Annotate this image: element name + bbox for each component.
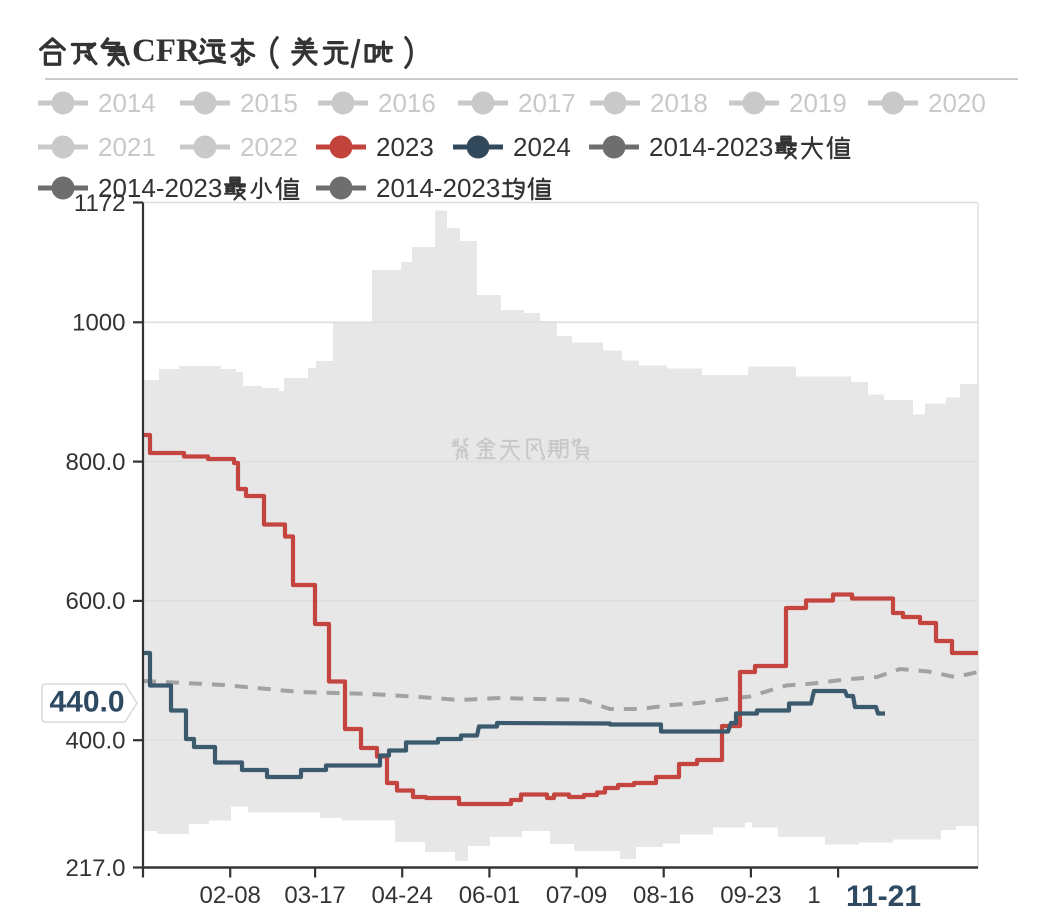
svg-text:06-01: 06-01	[459, 882, 520, 909]
svg-text:800.0: 800.0	[65, 449, 125, 476]
svg-text:2017: 2017	[518, 88, 576, 118]
svg-text:07-09: 07-09	[546, 882, 607, 909]
svg-text:2014: 2014	[98, 88, 156, 118]
svg-text:2020: 2020	[928, 88, 986, 118]
svg-text:08-16: 08-16	[633, 882, 694, 909]
svg-text:2023: 2023	[376, 132, 434, 162]
svg-text:11-21: 11-21	[846, 880, 921, 913]
svg-text:1172: 1172	[74, 190, 126, 217]
svg-text:2022: 2022	[240, 132, 298, 162]
svg-text:2015: 2015	[240, 88, 298, 118]
svg-text:1000: 1000	[72, 310, 125, 337]
svg-text:217.0: 217.0	[65, 855, 125, 882]
svg-text:2021: 2021	[98, 132, 156, 162]
svg-text:04-24: 04-24	[372, 882, 433, 909]
svg-text:2014-2023: 2014-2023	[98, 173, 222, 203]
svg-text:2016: 2016	[378, 88, 436, 118]
svg-text:09-23: 09-23	[720, 882, 781, 909]
svg-text:2024: 2024	[513, 132, 571, 162]
svg-text:2014-2023: 2014-2023	[376, 173, 500, 203]
svg-text:02-08: 02-08	[200, 882, 261, 909]
svg-text:2014-2023: 2014-2023	[649, 132, 773, 162]
svg-text:2019: 2019	[789, 88, 847, 118]
svg-text:03-17: 03-17	[284, 882, 345, 909]
svg-text:440.0: 440.0	[49, 686, 124, 719]
svg-text:600.0: 600.0	[65, 588, 125, 615]
svg-text:2018: 2018	[650, 88, 708, 118]
svg-text:400.0: 400.0	[65, 728, 125, 755]
svg-text:CFR: CFR	[132, 33, 201, 69]
